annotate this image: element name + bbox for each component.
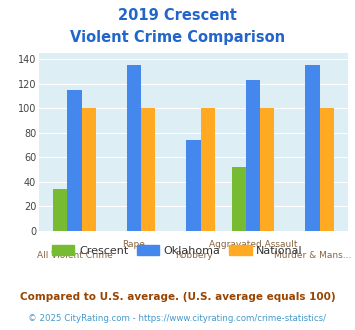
Bar xyxy=(231,167,246,231)
Bar xyxy=(305,65,320,231)
Bar xyxy=(53,189,67,231)
Text: 2019 Crescent: 2019 Crescent xyxy=(118,8,237,23)
Bar xyxy=(201,108,215,231)
Bar xyxy=(67,90,82,231)
Text: All Violent Crime: All Violent Crime xyxy=(37,251,113,260)
Bar xyxy=(320,108,334,231)
Bar xyxy=(246,80,260,231)
Text: Robbery: Robbery xyxy=(175,251,212,260)
Bar xyxy=(141,108,155,231)
Text: Murder & Mans...: Murder & Mans... xyxy=(274,251,351,260)
Bar xyxy=(127,65,141,231)
Text: Violent Crime Comparison: Violent Crime Comparison xyxy=(70,30,285,45)
Text: Rape: Rape xyxy=(122,240,146,248)
Bar xyxy=(186,140,201,231)
Text: Compared to U.S. average. (U.S. average equals 100): Compared to U.S. average. (U.S. average … xyxy=(20,292,335,302)
Bar xyxy=(82,108,96,231)
Text: Aggravated Assault: Aggravated Assault xyxy=(209,240,297,248)
Text: © 2025 CityRating.com - https://www.cityrating.com/crime-statistics/: © 2025 CityRating.com - https://www.city… xyxy=(28,314,327,323)
Bar xyxy=(260,108,274,231)
Legend: Crescent, Oklahoma, National: Crescent, Oklahoma, National xyxy=(48,241,307,260)
